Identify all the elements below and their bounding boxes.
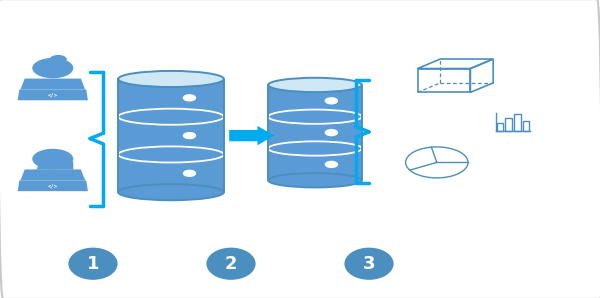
Polygon shape [17, 180, 88, 191]
Circle shape [184, 133, 196, 139]
Polygon shape [118, 79, 224, 192]
Polygon shape [20, 170, 85, 180]
Text: 3: 3 [363, 255, 375, 273]
Polygon shape [20, 79, 85, 90]
Ellipse shape [68, 248, 118, 280]
Ellipse shape [206, 248, 256, 280]
Ellipse shape [118, 109, 224, 125]
Text: </>: </> [48, 92, 58, 97]
Ellipse shape [118, 71, 224, 87]
Circle shape [325, 130, 337, 136]
Text: 2: 2 [225, 255, 237, 273]
Bar [523, 121, 529, 131]
Text: </>: </> [48, 183, 58, 188]
Circle shape [184, 170, 196, 176]
Ellipse shape [268, 141, 362, 156]
Ellipse shape [118, 184, 224, 200]
Circle shape [32, 149, 73, 169]
Ellipse shape [344, 248, 394, 280]
Polygon shape [268, 85, 362, 180]
Bar [514, 114, 521, 131]
Polygon shape [37, 162, 73, 170]
Circle shape [184, 95, 196, 101]
Circle shape [50, 55, 67, 63]
Ellipse shape [118, 146, 224, 162]
Ellipse shape [268, 110, 362, 124]
Circle shape [325, 162, 337, 167]
Polygon shape [17, 90, 88, 100]
FancyArrow shape [229, 126, 274, 145]
Bar [505, 118, 512, 131]
Circle shape [32, 58, 73, 78]
Circle shape [325, 98, 337, 104]
Ellipse shape [268, 78, 362, 92]
Text: 1: 1 [87, 255, 99, 273]
Bar [497, 123, 503, 131]
FancyBboxPatch shape [26, 91, 80, 99]
Ellipse shape [268, 173, 362, 187]
FancyBboxPatch shape [26, 182, 80, 190]
